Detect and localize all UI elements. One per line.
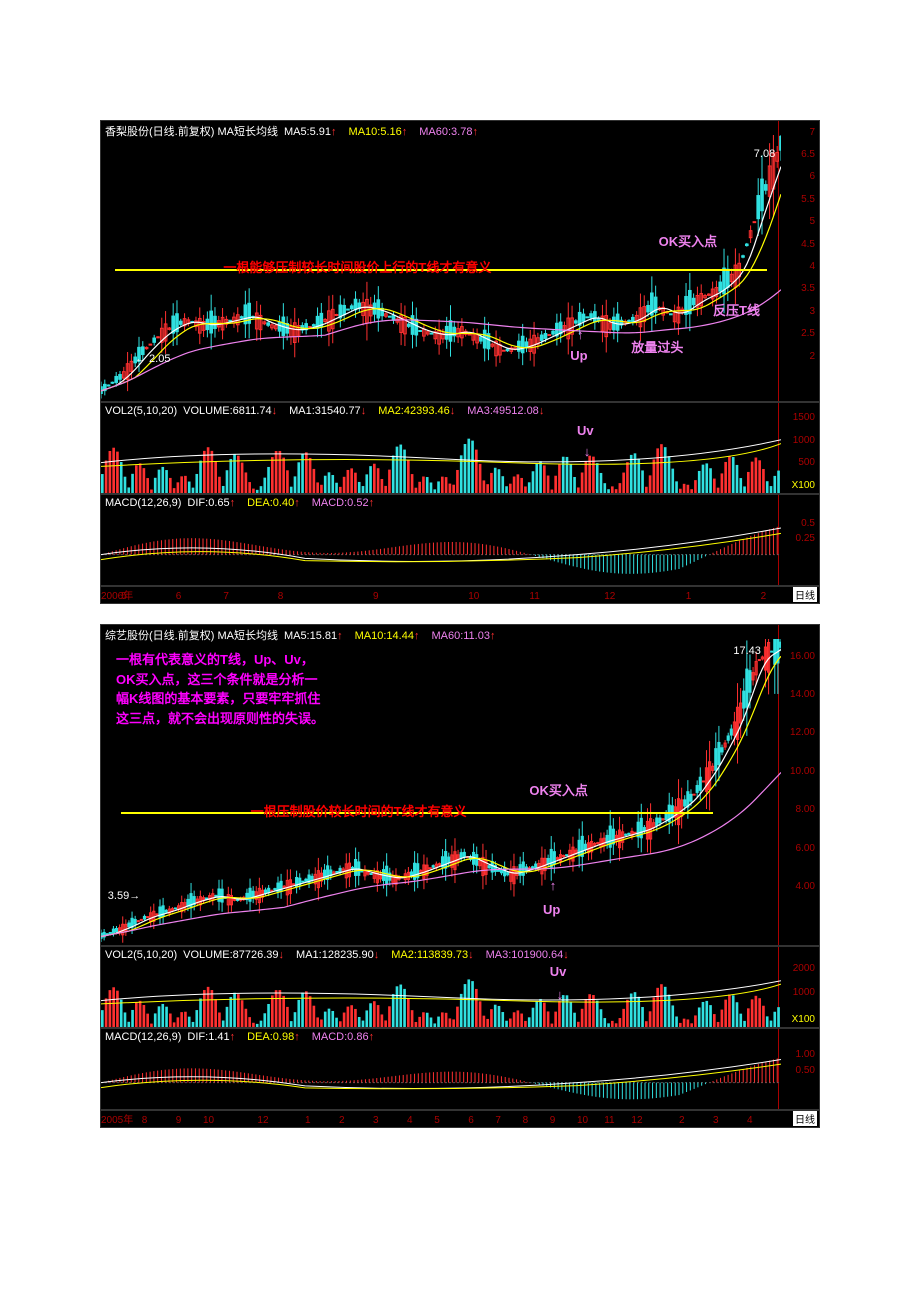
stock-chart-1: 香梨股份(日线.前复权) MA短长均线MA5:5.91↑MA10:5.16↑MA… bbox=[100, 120, 820, 604]
stock-chart-2: 综艺股份(日线.前复权) MA短长均线MA5:15.81↑MA10:14.44↑… bbox=[100, 624, 820, 1128]
